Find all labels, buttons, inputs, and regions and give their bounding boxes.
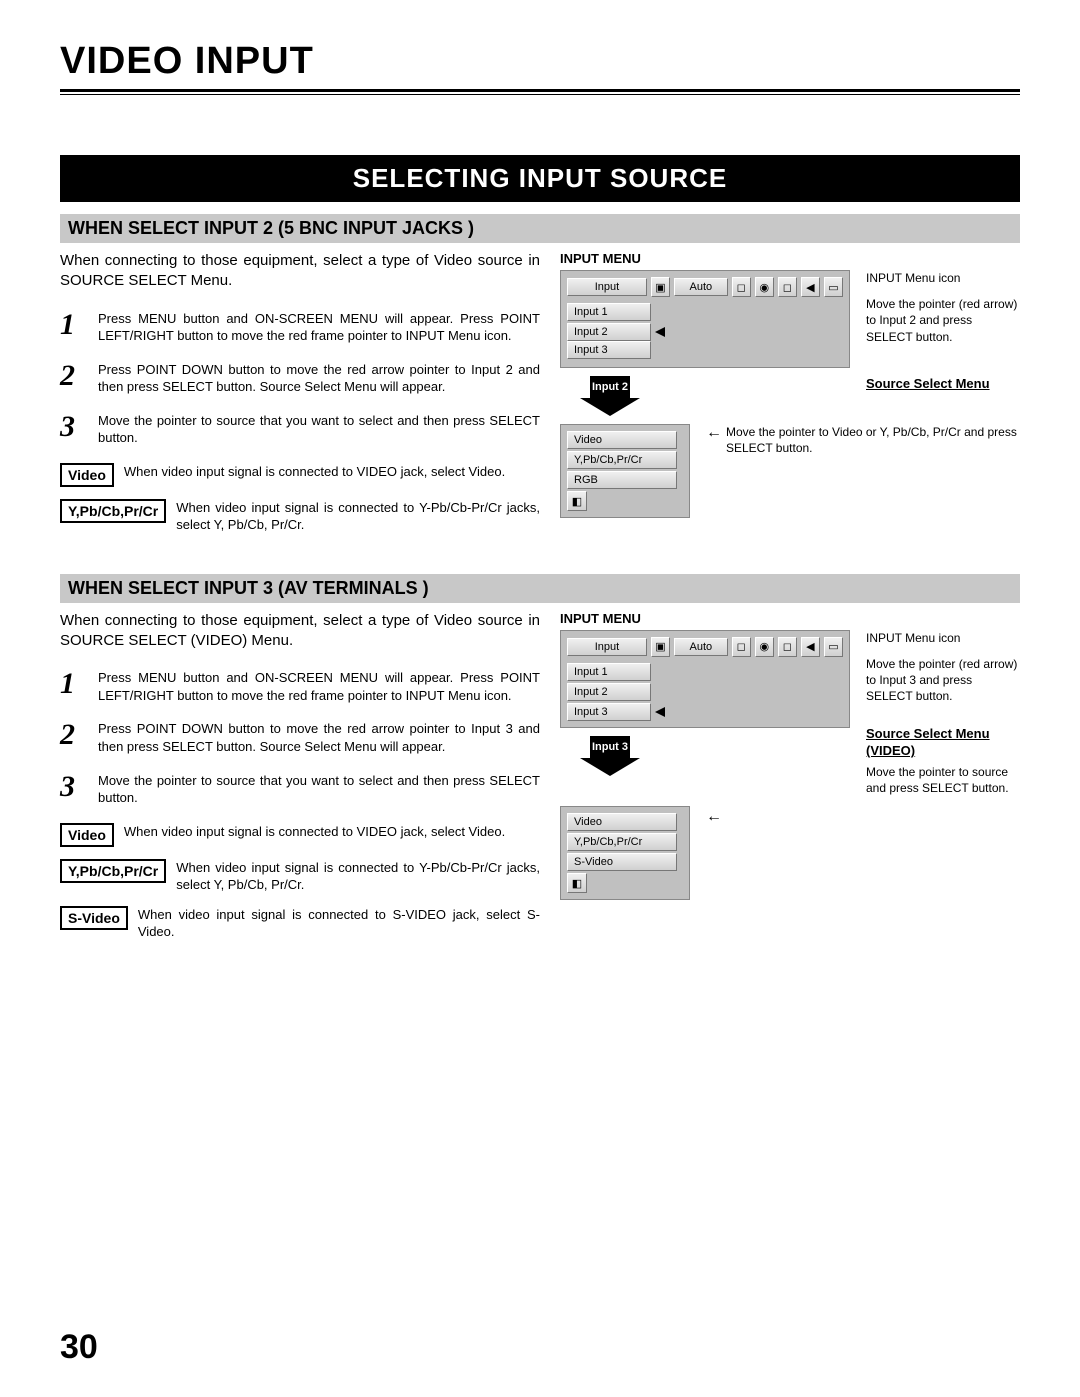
step-row: 3 Move the pointer to source that you wa…	[60, 412, 540, 447]
step-number: 2	[60, 720, 86, 755]
menu-item-input3[interactable]: Input 3	[567, 703, 651, 721]
step-text: Press POINT DOWN button to move the red …	[98, 720, 540, 755]
option-video-label: Video	[60, 823, 114, 847]
close-icon[interactable]: ◧	[567, 873, 587, 893]
callout-arrow-icon: ←	[706, 806, 722, 826]
section1-intro: When connecting to those equipment, sele…	[60, 251, 540, 292]
menu-auto-label: Auto	[674, 638, 728, 656]
down-arrow: Input 2	[580, 376, 640, 416]
annot-icon: INPUT Menu icon	[866, 270, 1020, 286]
callout-arrow-icon: ←	[706, 424, 722, 442]
pointer-arrow-icon	[655, 327, 665, 337]
toolbar-icon: ▭	[824, 637, 843, 657]
page-number: 30	[60, 1328, 98, 1367]
toolbar-icon: ◻	[732, 277, 751, 297]
source-menu-panel: Video Y,Pb/Cb,Pr/Cr RGB ◧	[560, 424, 690, 518]
toolbar-icon: ◉	[755, 637, 774, 657]
annot-icon: INPUT Menu icon	[866, 630, 1020, 646]
source-item-ypbcb[interactable]: Y,Pb/Cb,Pr/Cr	[567, 451, 677, 469]
step-text: Press POINT DOWN button to move the red …	[98, 361, 540, 396]
section1-header: WHEN SELECT INPUT 2 (5 BNC INPUT JACKS )	[60, 214, 1020, 243]
page-title: VIDEO INPUT	[60, 40, 1020, 83]
main-header: SELECTING INPUT SOURCE	[60, 155, 1020, 202]
input-menu-title: INPUT MENU	[560, 251, 1020, 266]
section-input3: WHEN SELECT INPUT 3 (AV TERMINALS ) When…	[60, 574, 1020, 953]
source-item-video[interactable]: Video	[567, 813, 677, 831]
step-row: 2 Press POINT DOWN button to move the re…	[60, 361, 540, 396]
option-video-label: Video	[60, 463, 114, 487]
option-ypbcb-text: When video input signal is connected to …	[176, 499, 540, 534]
pointer-arrow-icon	[655, 707, 665, 717]
toolbar-icon: ◻	[778, 277, 797, 297]
step-number: 3	[60, 772, 86, 807]
option-row: Y,Pb/Cb,Pr/Cr When video input signal is…	[60, 499, 540, 534]
step-text: Move the pointer to source that you want…	[98, 412, 540, 447]
option-video-text: When video input signal is connected to …	[124, 823, 505, 841]
option-ypbcb-label: Y,Pb/Cb,Pr/Cr	[60, 859, 166, 883]
down-arrow: Input 3	[580, 736, 640, 776]
step-text: Press MENU button and ON-SCREEN MENU wil…	[98, 669, 540, 704]
close-icon[interactable]: ◧	[567, 491, 587, 511]
annot-pointer: Move the pointer (red arrow) to Input 2 …	[866, 296, 1020, 345]
input-menu-panel: Input ▣ Auto ◻ ◉ ◻ ◀ ▭ Input 1 Input 2	[560, 630, 850, 728]
step-number: 3	[60, 412, 86, 447]
menu-item-input1[interactable]: Input 1	[567, 663, 651, 681]
source-menu-title: Source Select Menu	[866, 375, 1020, 393]
option-svideo-label: S-Video	[60, 906, 128, 930]
input-menu-icon: ▣	[651, 637, 670, 657]
arrow-label: Input 3	[590, 736, 630, 758]
divider-thin	[60, 94, 1020, 95]
source-item-rgb[interactable]: RGB	[567, 471, 677, 489]
option-row: Video When video input signal is connect…	[60, 463, 540, 487]
source-item-ypbcb[interactable]: Y,Pb/Cb,Pr/Cr	[567, 833, 677, 851]
toolbar-icon: ◻	[778, 637, 797, 657]
annot-pointer: Move the pointer (red arrow) to Input 3 …	[866, 656, 1020, 705]
option-ypbcb-label: Y,Pb/Cb,Pr/Cr	[60, 499, 166, 523]
toolbar-icon: ▭	[824, 277, 843, 297]
section2-intro: When connecting to those equipment, sele…	[60, 611, 540, 652]
menu-item-input2[interactable]: Input 2	[567, 323, 651, 341]
section2-header: WHEN SELECT INPUT 3 (AV TERMINALS )	[60, 574, 1020, 603]
step-row: 1 Press MENU button and ON-SCREEN MENU w…	[60, 310, 540, 345]
step-number: 1	[60, 669, 86, 704]
step-text: Move the pointer to source that you want…	[98, 772, 540, 807]
step-text: Press MENU button and ON-SCREEN MENU wil…	[98, 310, 540, 345]
toolbar-icon: ◀	[801, 277, 820, 297]
section-input2: WHEN SELECT INPUT 2 (5 BNC INPUT JACKS )…	[60, 214, 1020, 546]
menu-item-input3[interactable]: Input 3	[567, 341, 651, 359]
input-menu-panel: Input ▣ Auto ◻ ◉ ◻ ◀ ▭ Input 1 Input 2	[560, 270, 850, 368]
menu-item-input2[interactable]: Input 2	[567, 683, 651, 701]
option-row: Y,Pb/Cb,Pr/Cr When video input signal is…	[60, 859, 540, 894]
arrow-label: Input 2	[590, 376, 630, 398]
menu-input-label: Input	[567, 638, 647, 656]
menu-item-input1[interactable]: Input 1	[567, 303, 651, 321]
option-svideo-text: When video input signal is connected to …	[138, 906, 540, 941]
source-menu-panel: Video Y,Pb/Cb,Pr/Cr S-Video ◧	[560, 806, 690, 900]
option-row: S-Video When video input signal is conne…	[60, 906, 540, 941]
divider-thick	[60, 89, 1020, 92]
menu-auto-label: Auto	[674, 278, 728, 296]
source-menu-title: Source Select Menu (VIDEO)	[866, 725, 1020, 760]
input-menu-icon: ▣	[651, 277, 670, 297]
step-row: 3 Move the pointer to source that you wa…	[60, 772, 540, 807]
toolbar-icon: ◉	[755, 277, 774, 297]
step-number: 2	[60, 361, 86, 396]
toolbar-icon: ◀	[801, 637, 820, 657]
source-item-video[interactable]: Video	[567, 431, 677, 449]
toolbar-icon: ◻	[732, 637, 751, 657]
step-number: 1	[60, 310, 86, 345]
annot-source: Move the pointer to Video or Y, Pb/Cb, P…	[726, 424, 1020, 456]
step-row: 2 Press POINT DOWN button to move the re…	[60, 720, 540, 755]
option-ypbcb-text: When video input signal is connected to …	[176, 859, 540, 894]
annot-source: Move the pointer to source and press SEL…	[866, 764, 1020, 796]
option-video-text: When video input signal is connected to …	[124, 463, 505, 481]
menu-input-label: Input	[567, 278, 647, 296]
input-menu-title: INPUT MENU	[560, 611, 1020, 626]
source-item-svideo[interactable]: S-Video	[567, 853, 677, 871]
step-row: 1 Press MENU button and ON-SCREEN MENU w…	[60, 669, 540, 704]
option-row: Video When video input signal is connect…	[60, 823, 540, 847]
